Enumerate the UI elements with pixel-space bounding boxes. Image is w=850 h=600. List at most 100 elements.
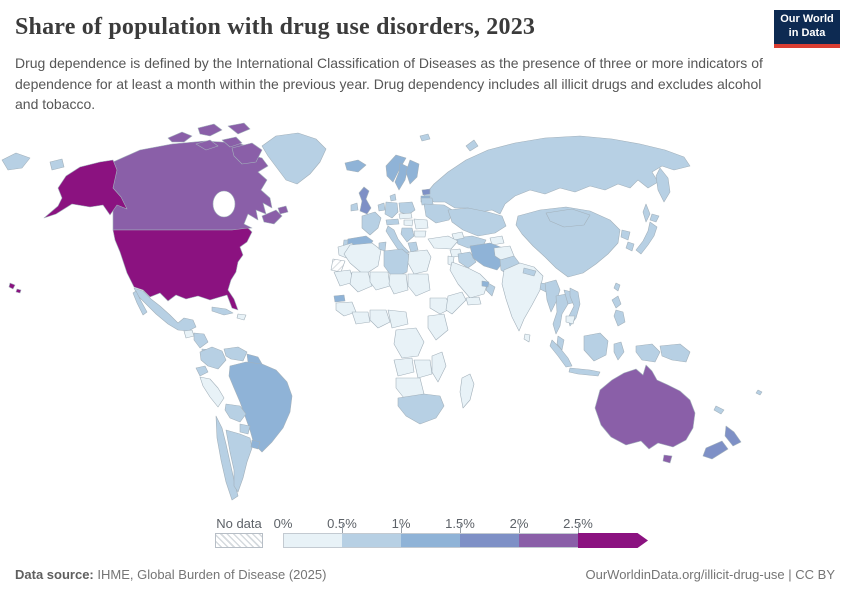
- region-turkey[interactable]: [427, 235, 459, 250]
- region-hungary[interactable]: [403, 219, 414, 227]
- region-tunisia[interactable]: [378, 241, 387, 252]
- region-mexico[interactable]: [133, 287, 197, 332]
- region-brazil[interactable]: [228, 361, 293, 453]
- region-japan[interactable]: [635, 221, 658, 255]
- region-switzerland-austria[interactable]: [385, 218, 400, 226]
- legend-bin-1.5-2%[interactable]: [460, 533, 519, 548]
- rights-note[interactable]: OurWorldinData.org/illicit-drug-use | CC…: [585, 567, 836, 582]
- region-russia-sakhalin[interactable]: [642, 203, 651, 223]
- region-greenland[interactable]: [261, 132, 327, 185]
- region-india[interactable]: [501, 262, 544, 332]
- region-honduras-nicaragua[interactable]: [193, 332, 209, 349]
- region-cameroon-car[interactable]: [387, 309, 409, 329]
- legend-bin-1-1.5%[interactable]: [401, 533, 460, 548]
- region-guinea[interactable]: [335, 301, 357, 317]
- region-peru[interactable]: [199, 376, 225, 408]
- region-russia-novaya-zemlya[interactable]: [465, 139, 479, 152]
- region-iceland[interactable]: [344, 159, 367, 173]
- region-egypt[interactable]: [407, 249, 432, 275]
- region-fiji[interactable]: [755, 389, 763, 396]
- legend-bin-2-2.5%[interactable]: [519, 533, 578, 548]
- region-australia[interactable]: [594, 364, 696, 450]
- region-estonia[interactable]: [421, 188, 431, 196]
- region-canada-maritimes[interactable]: [261, 209, 283, 225]
- region-ecuador[interactable]: [195, 365, 209, 377]
- region-russia-wrangel[interactable]: [49, 158, 65, 171]
- region-australia-tasmania[interactable]: [662, 454, 673, 464]
- region-canada-arctic-5[interactable]: [221, 136, 243, 148]
- region-indonesia-borneo[interactable]: [583, 332, 609, 362]
- region-cambodia[interactable]: [565, 315, 576, 325]
- region-uruguay[interactable]: [250, 439, 261, 450]
- region-ukraine[interactable]: [423, 203, 455, 224]
- region-united-states-hawaii-1[interactable]: [8, 282, 16, 290]
- region-belarus[interactable]: [420, 197, 434, 206]
- legend-bin-2.5%+[interactable]: [578, 533, 648, 548]
- legend-bin-0.5-1%[interactable]: [342, 533, 401, 548]
- region-south-africa[interactable]: [397, 393, 445, 425]
- region-united-states-alaska[interactable]: [43, 159, 128, 219]
- region-iraq[interactable]: [457, 251, 477, 269]
- region-germany[interactable]: [384, 201, 399, 219]
- legend-bin-0-0.5%[interactable]: [283, 533, 342, 548]
- region-caucasus[interactable]: [451, 231, 465, 241]
- region-finland[interactable]: [405, 159, 420, 185]
- region-mexico-baja[interactable]: [132, 290, 148, 316]
- region-russia-chukotka[interactable]: [1, 152, 31, 171]
- region-western-sahara[interactable]: [330, 258, 346, 273]
- region-philippines-luzon[interactable]: [611, 295, 622, 309]
- region-sri-lanka[interactable]: [523, 333, 531, 343]
- region-chile[interactable]: [215, 415, 239, 501]
- region-hispaniola[interactable]: [236, 313, 247, 321]
- region-argentina[interactable]: [225, 429, 253, 493]
- region-indonesia-java[interactable]: [568, 367, 601, 377]
- region-north-korea[interactable]: [620, 229, 631, 241]
- region-united-states-hawaii-2[interactable]: [15, 288, 22, 294]
- region-chad[interactable]: [388, 273, 409, 295]
- region-philippines-mindanao[interactable]: [613, 309, 626, 327]
- region-mongolia[interactable]: [545, 208, 591, 228]
- region-greece[interactable]: [407, 241, 419, 253]
- region-algeria[interactable]: [343, 242, 382, 276]
- region-china[interactable]: [515, 206, 621, 278]
- region-united-states[interactable]: [112, 227, 253, 311]
- region-somalia[interactable]: [445, 291, 467, 315]
- region-denmark[interactable]: [389, 193, 397, 202]
- region-canada-arctic-4[interactable]: [195, 139, 219, 151]
- region-japan-hokkaido[interactable]: [649, 213, 660, 223]
- region-canada-arctic-2[interactable]: [197, 123, 223, 137]
- region-malaysia[interactable]: [556, 335, 565, 351]
- region-canada-arctic-3[interactable]: [227, 122, 251, 135]
- region-bolivia[interactable]: [224, 403, 247, 423]
- region-new-zealand-north[interactable]: [724, 425, 742, 447]
- region-nepal[interactable]: [522, 267, 537, 277]
- region-ivory-coast-ghana[interactable]: [351, 311, 371, 325]
- region-mozambique[interactable]: [431, 351, 447, 383]
- legend-no-data-swatch[interactable]: [215, 533, 263, 548]
- region-angola[interactable]: [393, 357, 415, 377]
- region-papua-new-guinea[interactable]: [659, 343, 691, 363]
- region-poland[interactable]: [398, 201, 416, 216]
- region-cuba[interactable]: [211, 306, 234, 316]
- region-zambia-zimbabwe[interactable]: [413, 359, 433, 379]
- region-kenya-tanzania[interactable]: [427, 313, 449, 341]
- region-benelux[interactable]: [377, 202, 386, 212]
- region-paraguay[interactable]: [239, 423, 251, 435]
- region-united-kingdom[interactable]: [358, 186, 372, 215]
- region-nigeria[interactable]: [369, 309, 391, 329]
- region-yemen[interactable]: [465, 296, 482, 306]
- region-new-zealand-south[interactable]: [702, 440, 729, 460]
- region-niger[interactable]: [369, 271, 391, 291]
- region-drc[interactable]: [393, 327, 425, 359]
- region-taiwan[interactable]: [613, 282, 621, 292]
- region-russia-svalbard[interactable]: [419, 133, 431, 142]
- region-france[interactable]: [361, 211, 382, 236]
- region-bulgaria[interactable]: [413, 230, 427, 238]
- region-sudan[interactable]: [407, 273, 431, 297]
- region-colombia[interactable]: [199, 346, 227, 370]
- region-saudi-arabia[interactable]: [449, 261, 489, 299]
- region-south-korea[interactable]: [625, 241, 635, 252]
- region-canada-arctic-1[interactable]: [167, 131, 193, 143]
- region-kazakhstan[interactable]: [447, 207, 507, 237]
- region-new-caledonia[interactable]: [713, 405, 725, 415]
